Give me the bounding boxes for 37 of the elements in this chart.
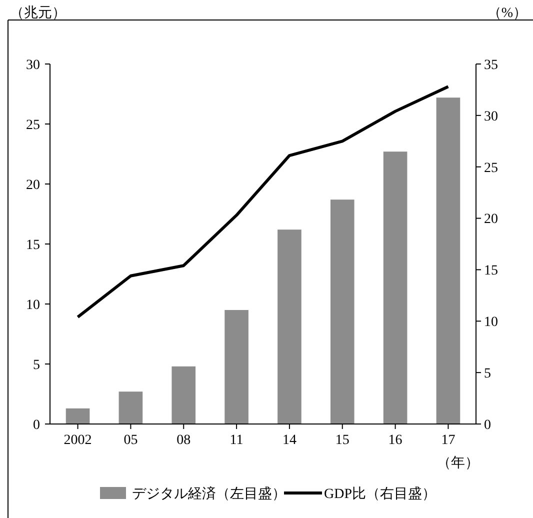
line-series [76, 85, 450, 319]
x-tick-label: 2002 [64, 433, 92, 448]
y2-axis-title: （%） [487, 6, 527, 21]
bar [172, 366, 196, 424]
x-axis-title: （年） [437, 455, 480, 471]
bar [118, 392, 143, 424]
x-tick-label: 17 [441, 433, 456, 448]
y2-tick-label: 10 [484, 315, 498, 330]
x-tick-label: 15 [335, 433, 350, 448]
y-tick-label: 30 [26, 58, 40, 73]
x-tick-label: 05 [124, 433, 138, 448]
y-tick-label: 10 [26, 298, 40, 313]
y-tick-label: 25 [26, 118, 40, 133]
y-tick-label: 5 [33, 358, 40, 373]
x-tick-label: 16 [388, 433, 402, 448]
y2-tick-label: 20 [484, 212, 498, 228]
bar [383, 152, 408, 424]
y-tick-label: 0 [33, 418, 40, 433]
y2-tick-label: 35 [484, 58, 498, 73]
x-tick-label: 14 [282, 433, 296, 448]
legend-label: デジタル経済（左目盛） [132, 486, 286, 502]
y2-tick-label: 5 [484, 366, 491, 382]
bar [436, 98, 460, 424]
y-tick-label: 15 [26, 238, 40, 253]
y-axis-title: （兆元） [10, 4, 66, 21]
y-tick-label: 20 [26, 178, 40, 193]
legend-label: GDP比（右目盛） [324, 486, 436, 502]
x-tick-label: 11 [230, 433, 244, 448]
bar [66, 408, 90, 424]
bar [278, 230, 302, 424]
bar [330, 200, 354, 424]
y2-tick-label: 15 [484, 264, 498, 279]
y2-tick-label: 30 [484, 109, 498, 124]
y2-tick-label: 25 [484, 160, 498, 176]
bar [224, 310, 248, 424]
x-tick-label: 08 [176, 433, 191, 448]
y2-tick-label: 0 [484, 418, 491, 433]
